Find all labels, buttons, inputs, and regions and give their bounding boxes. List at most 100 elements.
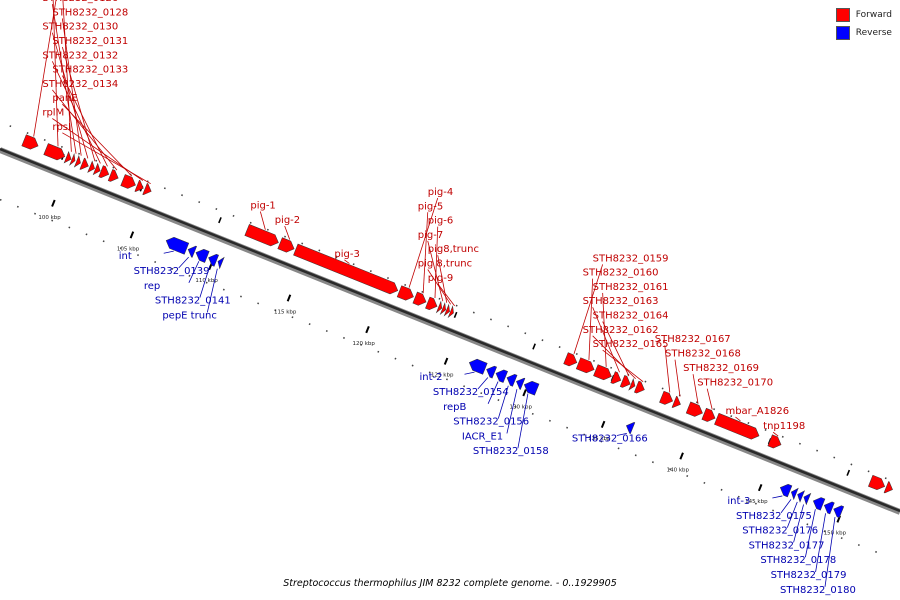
forward-gene bbox=[412, 291, 427, 306]
forward-gene bbox=[628, 378, 636, 391]
forward-gene-arrow bbox=[619, 375, 631, 388]
forward-gene bbox=[701, 407, 716, 422]
reverse-gene-leader bbox=[477, 377, 489, 390]
forward-gene-label: STH8232_0128 bbox=[52, 7, 128, 18]
forward-gene-leader bbox=[602, 349, 644, 383]
forward-gene-arrow bbox=[396, 285, 414, 301]
forward-gene-leader bbox=[434, 226, 439, 299]
dotted-line-upper bbox=[9, 125, 900, 485]
reverse-gene-leader bbox=[616, 433, 627, 436]
reverse-gene-leader bbox=[188, 261, 200, 284]
reverse-gene-arrow bbox=[208, 253, 219, 267]
forward-gene bbox=[575, 357, 595, 374]
backbone-line bbox=[0, 147, 900, 513]
forward-gene-leader bbox=[664, 345, 671, 393]
forward-gene-arrow bbox=[120, 174, 136, 189]
forward-gene bbox=[134, 179, 144, 192]
forward-gene-leader bbox=[692, 374, 699, 404]
forward-gene-arrow bbox=[277, 237, 295, 253]
forward-gene-label: pig-1 bbox=[250, 200, 275, 211]
forward-gene-leader bbox=[437, 283, 455, 307]
reverse-gene-arrow bbox=[803, 492, 812, 506]
tick-mark-upper bbox=[453, 311, 458, 318]
reverse-gene bbox=[833, 505, 845, 519]
forward-gene bbox=[79, 157, 89, 170]
reverse-gene-label: STH8232_0177 bbox=[749, 540, 825, 551]
forward-gene-arrow bbox=[671, 395, 681, 408]
forward-gene bbox=[685, 401, 703, 417]
forward-gene bbox=[98, 165, 110, 178]
tick-mark-upper bbox=[846, 469, 851, 476]
forward-gene-arrow bbox=[69, 152, 76, 166]
tick-mark-upper bbox=[532, 343, 536, 350]
forward-gene-arrow bbox=[701, 407, 716, 422]
forward-gene bbox=[435, 300, 443, 314]
forward-gene-arrow bbox=[73, 155, 81, 168]
forward-gene-label: STH8232_0133 bbox=[52, 65, 128, 76]
forward-gene-leader bbox=[592, 335, 636, 380]
reverse-gene bbox=[626, 422, 636, 435]
reverse-gene bbox=[823, 501, 835, 515]
reverse-gene bbox=[779, 483, 793, 498]
forward-gene bbox=[714, 412, 760, 440]
reverse-gene-leader bbox=[497, 385, 509, 419]
forward-gene bbox=[767, 434, 782, 449]
forward-gene-arrow bbox=[443, 303, 450, 317]
forward-gene-label: pig-2 bbox=[275, 215, 300, 226]
gene-features: cysE1cysSSTH8232_0129STH8232_0126STH8232… bbox=[21, 0, 893, 596]
forward-gene bbox=[883, 481, 893, 494]
reverse-gene-label: repB bbox=[443, 402, 466, 413]
reverse-gene-leader bbox=[487, 381, 499, 404]
forward-gene-label: STH8232_0130 bbox=[42, 22, 118, 33]
reverse-gene-arrow bbox=[165, 236, 190, 255]
reverse-gene bbox=[797, 490, 805, 503]
reverse-gene bbox=[217, 256, 225, 270]
forward-gene bbox=[610, 371, 622, 384]
forward-gene-arrow bbox=[92, 162, 101, 176]
legend-forward-label: Forward bbox=[855, 10, 892, 20]
forward-gene-label: STH8232_0134 bbox=[42, 79, 118, 90]
reverse-gene-arrow bbox=[468, 358, 488, 375]
reverse-gene-arrow bbox=[187, 245, 197, 258]
reverse-gene-leader bbox=[178, 256, 189, 269]
reverse-gene bbox=[187, 245, 197, 258]
reverse-gene-leader bbox=[815, 513, 826, 573]
reverse-gene bbox=[523, 380, 540, 396]
reverse-gene-leader bbox=[206, 268, 218, 313]
reverse-gene-label: STH8232_0176 bbox=[742, 526, 818, 537]
reverse-gene-leader bbox=[163, 250, 174, 254]
reverse-gene-label: IACR_E1 bbox=[462, 431, 503, 442]
forward-gene-arrow bbox=[244, 224, 279, 247]
forward-gene-arrow bbox=[142, 183, 152, 196]
tick-mark bbox=[679, 452, 684, 460]
forward-gene bbox=[87, 160, 95, 173]
tick-label: 130 kbp bbox=[510, 404, 533, 410]
forward-gene-arrow bbox=[447, 305, 454, 319]
forward-gene-leader bbox=[592, 307, 620, 373]
forward-gene-leader bbox=[61, 46, 96, 162]
tick-mark bbox=[365, 326, 370, 334]
reverse-gene bbox=[208, 253, 219, 267]
forward-gene bbox=[73, 155, 81, 168]
reverse-gene-arrow bbox=[523, 380, 540, 396]
forward-gene-arrow bbox=[107, 169, 119, 182]
forward-gene-leader bbox=[437, 255, 448, 303]
forward-gene-arrow bbox=[575, 357, 595, 374]
forward-gene-label: STH8232_0126 bbox=[42, 0, 118, 4]
forward-gene-label: STH8232_0168 bbox=[665, 349, 741, 360]
tick-mark bbox=[757, 483, 763, 492]
forward-gene-leader bbox=[772, 431, 779, 437]
reverse-gene-arrow bbox=[823, 501, 835, 515]
reverse-gene-arrow bbox=[812, 497, 826, 511]
forward-gene bbox=[69, 152, 76, 166]
forward-gene bbox=[293, 243, 399, 295]
forward-gene bbox=[633, 380, 645, 394]
forward-gene-label: tnp1198 bbox=[763, 421, 805, 432]
forward-gene bbox=[659, 390, 674, 405]
reverse-gene-label: STH8232_0166 bbox=[572, 433, 648, 444]
forward-gene-label: STH8232_0160 bbox=[583, 268, 659, 279]
forward-gene-label: rplM bbox=[42, 107, 64, 118]
tick-label: 105 kbp bbox=[117, 246, 140, 252]
forward-gene-leader bbox=[735, 416, 741, 422]
